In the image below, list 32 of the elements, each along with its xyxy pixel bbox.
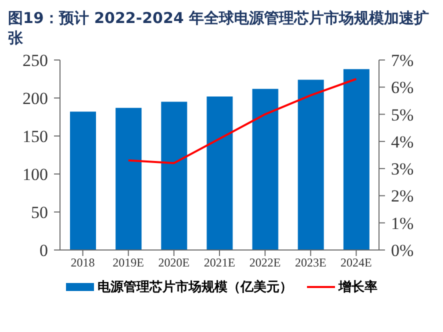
x-tick-label: 2019E [112,256,144,270]
y-tick-label: 50 [31,203,48,222]
x-tick-label: 2023E [294,256,326,270]
legend-label: 电源管理芯片市场规模（亿美元） [98,278,292,296]
y2-tick-label: 2% [391,186,414,206]
y-tick-label: 200 [22,89,48,108]
y-tick-label: 0 [40,241,48,260]
y-tick-label: 250 [22,51,48,70]
x-tick-label: 2021E [204,256,236,270]
x-tick-label: 2022E [249,256,281,270]
chart-title: 图19：预计 2022-2024 年全球电源管理芯片市场规模加速扩张 [8,8,430,48]
x-tick-label: 2020E [158,256,190,270]
y2-tick-label: 7% [391,51,414,70]
y-tick-label: 100 [22,165,48,184]
bar [252,88,278,250]
y2-tick-label: 3% [391,160,414,179]
y-tick-label: 150 [22,127,48,146]
line-series [127,78,358,164]
bar [206,96,233,250]
y2-tick-label: 0% [391,241,414,260]
bar [116,108,142,250]
y2-tick-label: 5% [391,105,414,124]
x-tick-label: 2018 [70,256,95,270]
bar [161,102,188,250]
bar [298,80,324,250]
y2-tick-label: 1% [391,214,414,233]
y2-tick-label: 4% [391,132,414,152]
x-tick-label: 2024E [340,256,372,270]
legend-label: 增长率 [338,278,378,296]
bar [70,112,96,250]
bar [343,69,370,250]
y2-tick-label: 6% [391,78,414,98]
